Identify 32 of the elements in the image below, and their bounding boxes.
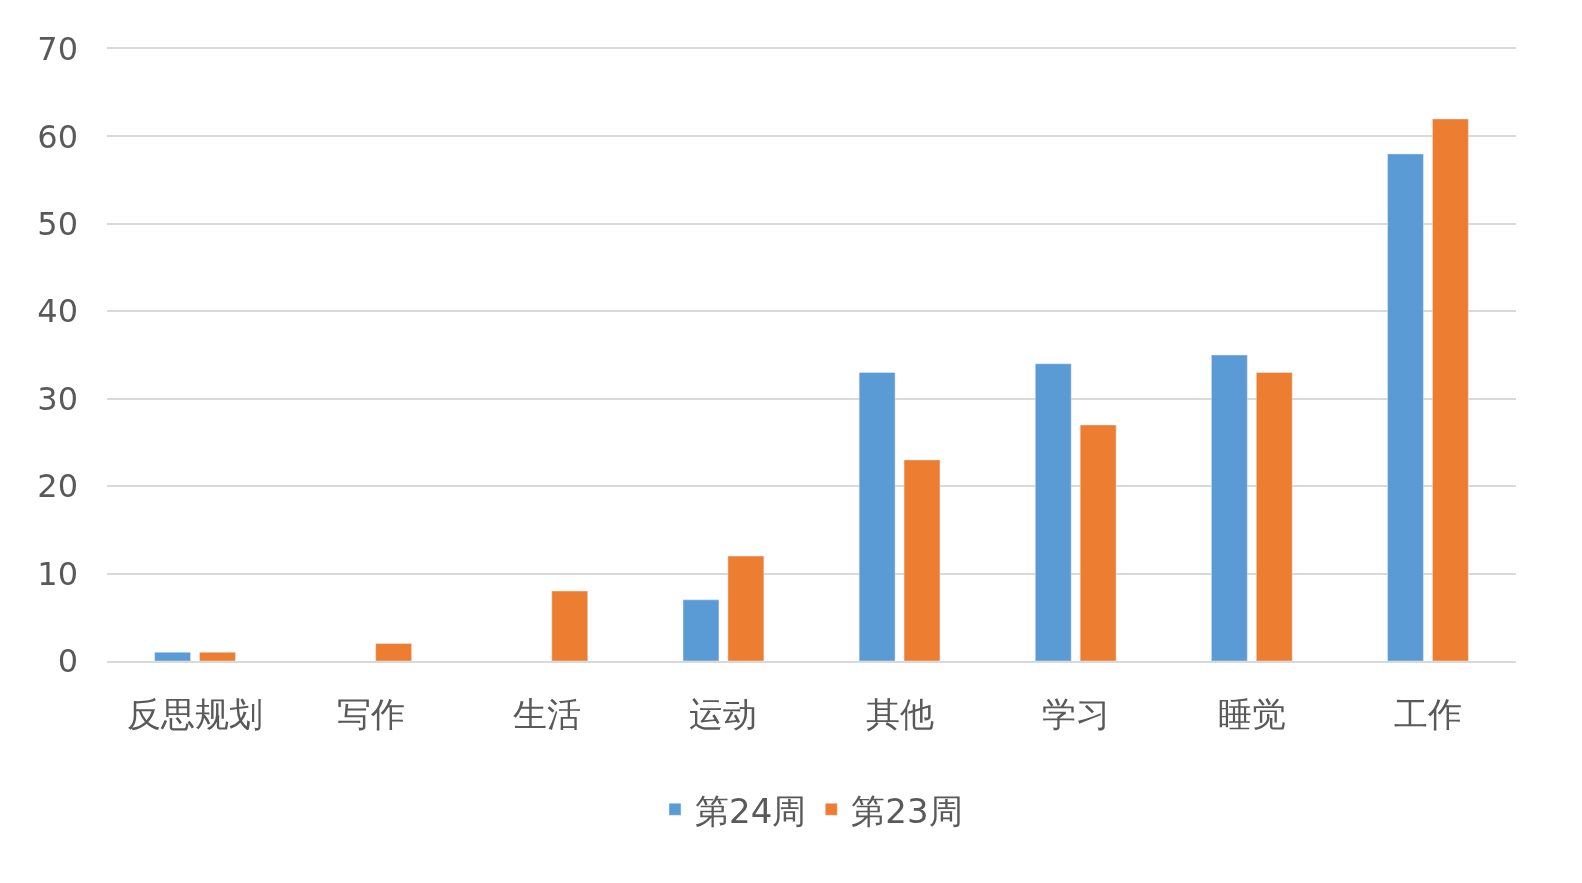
- x-tick-label: 写作: [337, 693, 406, 734]
- bar: [154, 652, 191, 661]
- y-tick-label: 20: [37, 467, 78, 506]
- x-tick-label: 学习: [1041, 693, 1110, 734]
- bar: [858, 372, 896, 661]
- y-tick-label: 60: [37, 117, 78, 156]
- y-tick-label: 40: [37, 292, 78, 331]
- y-tick-label: 10: [37, 554, 78, 593]
- legend-label: 第24周: [695, 790, 807, 831]
- bar: [1035, 363, 1072, 661]
- bar: [682, 599, 720, 661]
- x-tick-label: 生活: [513, 693, 582, 734]
- y-tick-label: 0: [57, 642, 78, 681]
- bar: [1387, 153, 1424, 661]
- bar: [1256, 372, 1293, 661]
- bar: [727, 555, 765, 661]
- legend-label: 第23周: [851, 790, 963, 831]
- bar: [551, 590, 588, 661]
- x-tick-label: 反思规划: [127, 693, 264, 734]
- x-tick-label: 其他: [865, 693, 934, 734]
- bar: [375, 643, 412, 661]
- bar: [1079, 424, 1117, 661]
- x-tick-label: 运动: [689, 693, 758, 734]
- bar: [199, 652, 236, 661]
- x-tick-label: 睡觉: [1217, 693, 1286, 734]
- y-tick-label: 50: [37, 205, 78, 244]
- bar: [1211, 354, 1248, 661]
- y-tick-label: 70: [37, 30, 78, 69]
- bar: [1432, 118, 1469, 661]
- bar: [903, 459, 941, 661]
- x-tick-label: 工作: [1393, 693, 1462, 734]
- y-tick-label: 30: [37, 379, 78, 418]
